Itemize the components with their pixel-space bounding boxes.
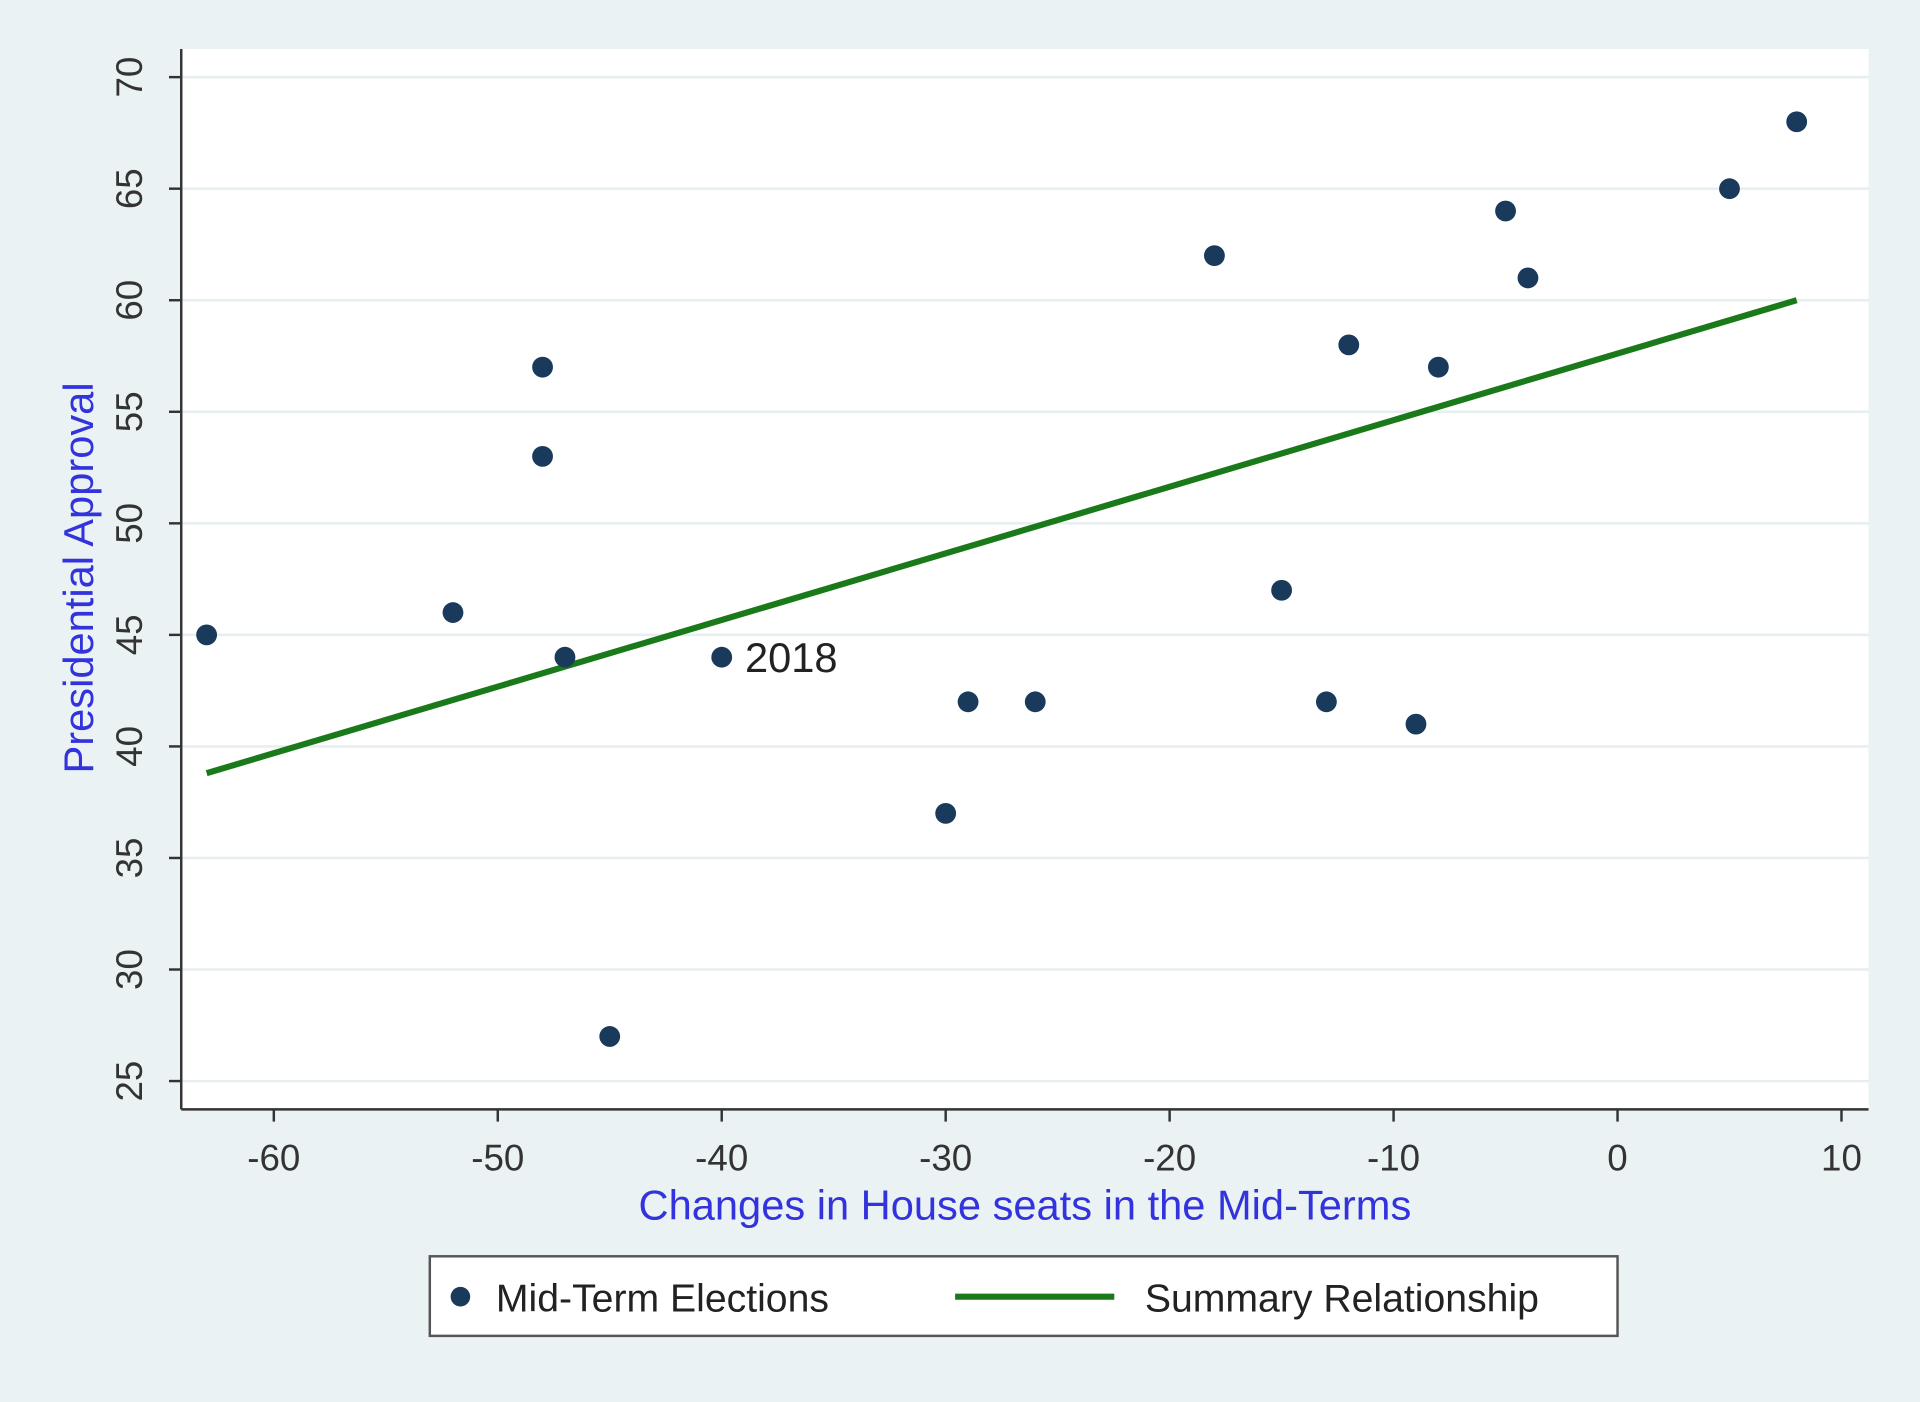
data-point (1405, 713, 1427, 735)
x-tick-label: -40 (695, 1138, 748, 1179)
y-tick-label: 30 (109, 949, 150, 990)
y-tick-label: 55 (109, 391, 150, 432)
legend: Mid-Term Elections Summary Relationship (428, 1255, 1619, 1338)
data-point (935, 802, 957, 824)
data-point (1786, 111, 1808, 133)
data-point (1719, 178, 1740, 200)
data-point (1315, 691, 1337, 713)
y-axis-title: Presidential Approval (55, 382, 102, 773)
data-point (1271, 579, 1293, 601)
summary-relationship-line (205, 297, 1798, 777)
data-point (532, 445, 553, 467)
data-point (532, 356, 553, 378)
data-point (711, 646, 733, 668)
x-tick-label: -30 (919, 1138, 972, 1179)
data-point (957, 691, 979, 713)
data-point (1338, 334, 1360, 356)
y-tick-label: 60 (109, 280, 150, 321)
y-tick-label: 35 (109, 838, 150, 879)
data-point (1495, 200, 1516, 222)
data-point (442, 602, 464, 623)
data-point (196, 624, 218, 646)
y-tick-label: 65 (109, 168, 150, 209)
point-label: 2018 (745, 634, 838, 681)
x-tick-label: 10 (1821, 1138, 1862, 1179)
x-tick-label: -60 (247, 1138, 300, 1179)
legend-label-points: Mid-Term Elections (496, 1277, 829, 1320)
data-point (1427, 356, 1449, 378)
y-tick-label: 40 (109, 726, 150, 767)
data-point (1517, 267, 1539, 289)
y-tick-label: 25 (109, 1061, 150, 1102)
data-point (1024, 691, 1046, 713)
data-point (599, 1026, 621, 1047)
plot-area (181, 48, 1869, 1110)
x-tick-label: -10 (1367, 1138, 1420, 1179)
legend-label-line: Summary Relationship (1145, 1277, 1539, 1320)
x-axis-title: Changes in House seats in the Mid-Terms (639, 1182, 1412, 1229)
y-tick-label: 70 (109, 57, 150, 98)
x-tick-label: -20 (1143, 1138, 1196, 1179)
y-tick-label: 50 (109, 503, 150, 544)
data-point (1204, 245, 1225, 267)
y-tick-label: 45 (109, 614, 150, 655)
x-tick-label: -50 (471, 1138, 524, 1179)
legend-marker-points (450, 1286, 471, 1307)
data-point (554, 646, 576, 668)
x-tick-label: 0 (1607, 1138, 1627, 1179)
